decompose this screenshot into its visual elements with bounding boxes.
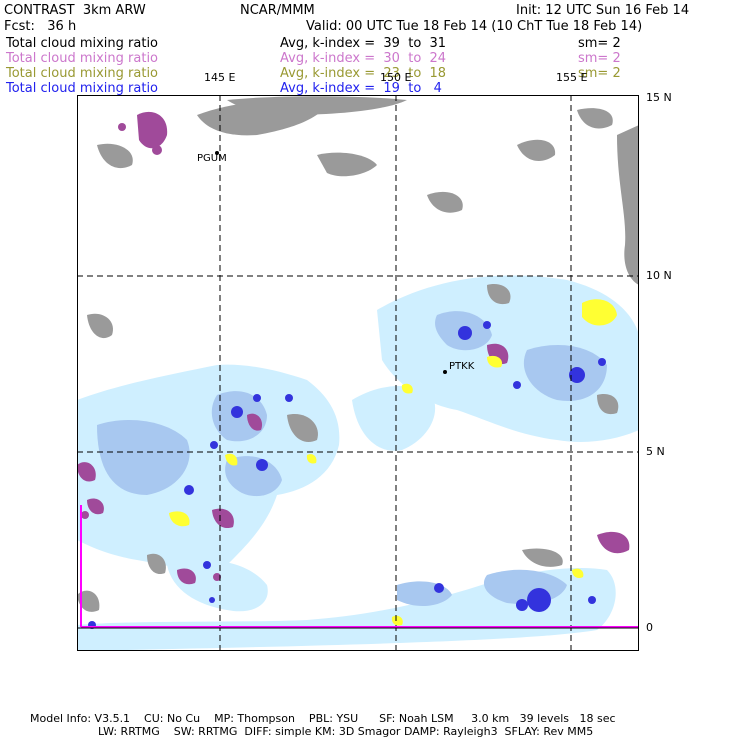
- lon-label-145: 145 E: [204, 71, 236, 84]
- lon-label-155: 155 E: [556, 71, 588, 84]
- field-1-sm: sm= 2: [578, 36, 621, 51]
- cloud-map: PGUM PTKK: [77, 95, 639, 651]
- field-2-sm: sm= 2: [578, 51, 621, 66]
- station-label-pgum: PGUM: [197, 153, 227, 164]
- station-label-ptkk: PTKK: [449, 361, 475, 372]
- institution-label: NCAR/MMM: [240, 3, 315, 18]
- graticule: [77, 95, 639, 651]
- lat-label-0: 0: [646, 621, 653, 634]
- inner-domain-boundary: [77, 505, 639, 629]
- field-1-name: Total cloud mixing ratio: [6, 36, 159, 51]
- station-markers: PGUM PTKK: [197, 151, 475, 374]
- lon-label-150: 150 E: [380, 71, 412, 84]
- field-1-range: Avg, k-index = 39 to 31: [280, 36, 447, 51]
- deep-blue-cloud-cores: [88, 321, 606, 629]
- field-2-range: Avg, k-index = 30 to 24: [280, 51, 447, 66]
- map-frame: [77, 95, 639, 651]
- field-3-sm: sm= 2: [578, 66, 621, 81]
- field-4-range: Avg, k-index = 19 to 4: [280, 81, 442, 96]
- station-marker-ptkk: [443, 370, 447, 374]
- field-4-name: Total cloud mixing ratio: [6, 81, 159, 96]
- valid-time: Valid: 00 UTC Tue 18 Feb 14 (10 ChT Tue …: [306, 19, 643, 34]
- field-3-range: Avg, k-index = 23 to 18: [280, 66, 447, 81]
- gray-cloud-patches: [77, 96, 639, 612]
- forecast-hour: Fcst: 36 h: [4, 19, 77, 34]
- field-3-name: Total cloud mixing ratio: [6, 66, 159, 81]
- model-info-line1: Model Info: V3.5.1 CU: No Cu MP: Thompso…: [30, 712, 616, 725]
- lat-label-15n: 15 N: [646, 91, 672, 104]
- model-info-line2: LW: RRTMG SW: RRTMG DIFF: simple KM: 3D …: [98, 725, 594, 738]
- lat-label-10n: 10 N: [646, 269, 672, 282]
- yellow-cloud-patches: [169, 299, 617, 626]
- lat-label-5n: 5 N: [646, 445, 665, 458]
- init-time: Init: 12 UTC Sun 16 Feb 14: [516, 3, 690, 18]
- field-2-name: Total cloud mixing ratio: [6, 51, 159, 66]
- station-marker-pgum: [215, 151, 219, 155]
- model-title: CONTRAST 3km ARW: [4, 3, 146, 18]
